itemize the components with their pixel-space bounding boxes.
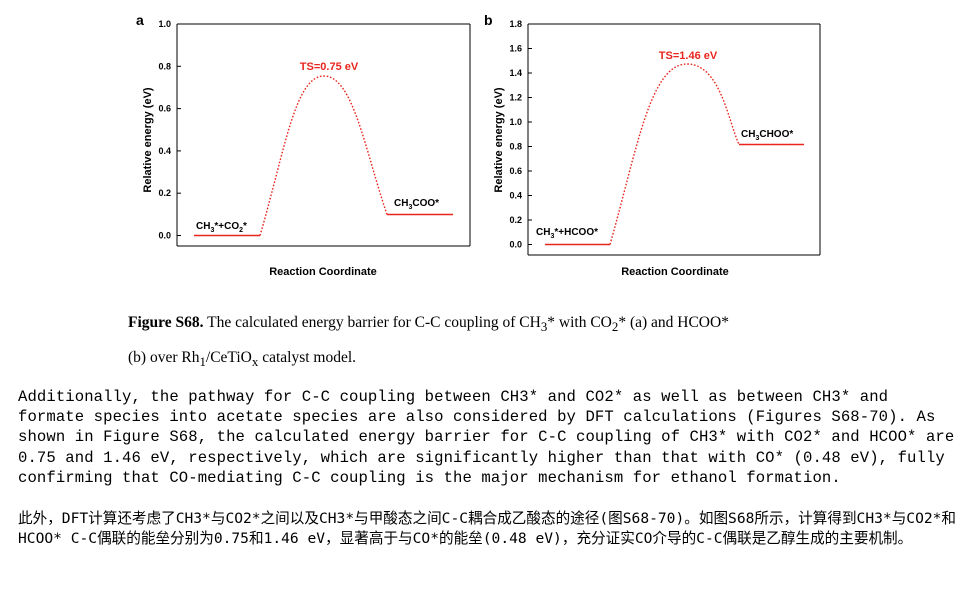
reactant-label-a: CH3*+CO2* <box>196 221 247 234</box>
y-tick-label-ticks-b-5: 1.0 <box>509 117 522 127</box>
caption-text-1c: * (a) and HCOO* <box>618 314 729 331</box>
paragraph-chinese: 此外，DFT计算还考虑了CH3*与CO2*之间以及CH3*与甲酸态之间C-C耦合… <box>18 510 957 548</box>
ts-label-a: TS=0.75 eV <box>300 61 359 73</box>
barrier-curve-a <box>259 75 388 236</box>
caption-sub-x: x <box>251 354 259 370</box>
chart-panel-a: a 0.0 0.2 0.4 0.6 0.8 1.0 Relative energy (eV… <box>136 12 471 278</box>
y-tick-label-ticks-b-1: 0.2 <box>509 215 522 225</box>
y-tick-label-ticks-a-2: 0.4 <box>158 146 171 156</box>
figure-s68: a 0.0 0.2 0.4 0.6 0.8 1.0 Relative energy (eV… <box>136 12 821 278</box>
x-axis-title-b: Reaction Coordinate <box>621 266 729 278</box>
caption-text-1b: * with CO <box>547 314 612 331</box>
y-tick-label-ticks-b-7: 1.4 <box>509 68 522 78</box>
product-label-a: CH3COO* <box>394 198 439 211</box>
y-tick-label-ticks-b-0: 0.0 <box>509 240 522 250</box>
y-tick-label-ticks-b-4: 0.8 <box>509 142 522 152</box>
caption-text-2c: catalyst model. <box>258 349 357 367</box>
figure-caption: Figure S68. The calculated energy barrie… <box>128 307 928 377</box>
y-tick-label-ticks-b-8: 1.6 <box>509 44 522 54</box>
y-tick-label-ticks-b-9: 1.8 <box>509 19 522 29</box>
product-label-b: CH3CHOO* <box>741 129 793 142</box>
y-tick-label-ticks-b-2: 0.4 <box>509 191 522 201</box>
caption-text-2a: (b) over Rh <box>128 349 200 367</box>
y-axis-title-b: Relative energy (eV) <box>493 87 505 192</box>
y-axis-title-a: Relative energy (eV) <box>142 87 154 192</box>
caption-sub-3: 3 <box>540 319 548 335</box>
y-tick-label-ticks-a-5: 1.0 <box>158 19 171 29</box>
caption-line-1: Figure S68. The calculated energy barrie… <box>128 307 928 342</box>
y-tick-label-ticks-a-0: 0.0 <box>158 231 171 241</box>
caption-sub-1: 1 <box>199 354 206 370</box>
caption-text-1a: The calculated energy barrier for C-C co… <box>203 314 541 331</box>
barrier-curve-b <box>609 63 740 245</box>
caption-sub-2: 2 <box>611 319 619 335</box>
y-tick-label-ticks-a-3: 0.6 <box>158 104 171 114</box>
reactant-label-b: CH3*+HCOO* <box>536 227 598 240</box>
x-axis-title-a: Reaction Coordinate <box>269 266 377 278</box>
chart-panel-b: b 0.0 0.2 0.4 0.6 0.8 1.0 1.2 1.4 1.6 1.8 Relativ… <box>484 12 821 278</box>
paragraph-english: Additionally, the pathway for C-C coupli… <box>18 388 964 487</box>
y-tick-label-ticks-a-4: 0.8 <box>158 61 171 71</box>
y-tick-label-ticks-b-3: 0.6 <box>509 166 522 176</box>
panel-label-a: a <box>136 12 144 28</box>
ts-label-b: TS=1.46 eV <box>659 50 718 62</box>
caption-text-2b: /CeTiO <box>205 349 252 367</box>
caption-figure-number: Figure S68. <box>128 314 204 331</box>
caption-line-2: (b) over Rh1/CeTiOx catalyst model. <box>128 342 928 377</box>
panel-label-b: b <box>484 12 493 28</box>
y-tick-label-ticks-b-6: 1.2 <box>509 93 522 103</box>
y-tick-label-ticks-a-1: 0.2 <box>158 188 171 198</box>
